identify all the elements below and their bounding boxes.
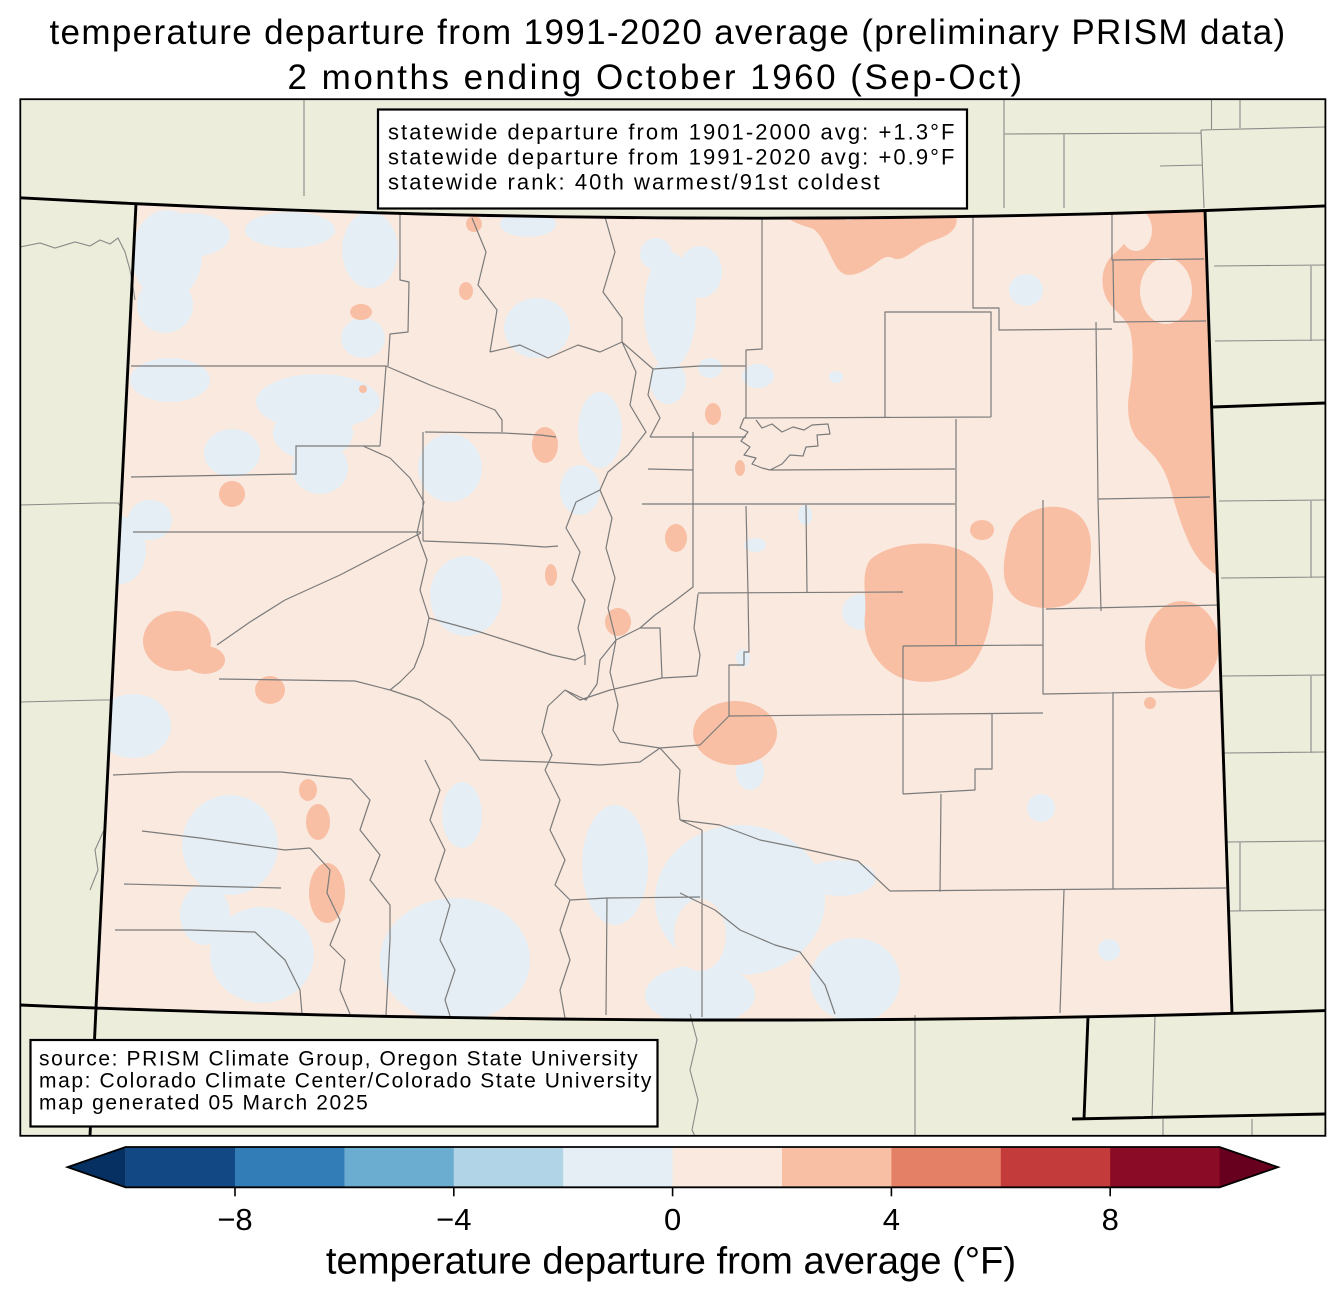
svg-text:map generated 05 March 2025: map generated 05 March 2025	[39, 1092, 369, 1115]
svg-text:2 months ending October 1960 (: 2 months ending October 1960 (Sep-Oct)	[287, 58, 1024, 97]
svg-text:4: 4	[883, 1202, 900, 1237]
svg-text:source: PRISM Climate Group, O: source: PRISM Climate Group, Oregon Stat…	[39, 1048, 639, 1071]
svg-text:temperature departure from 199: temperature departure from 1991-2020 ave…	[49, 13, 1286, 52]
svg-text:8: 8	[1102, 1202, 1119, 1237]
svg-text:0: 0	[664, 1202, 681, 1237]
svg-text:−8: −8	[217, 1202, 252, 1237]
svg-text:−4: −4	[436, 1202, 471, 1237]
svg-text:statewide departure from 1991-: statewide departure from 1991-2020 avg: …	[388, 145, 956, 170]
svg-text:map: Colorado Climate Center/C: map: Colorado Climate Center/Colorado St…	[39, 1070, 653, 1093]
svg-text:temperature departure from ave: temperature departure from average (°F)	[326, 1240, 1016, 1283]
svg-text:statewide rank: 40th warmest/9: statewide rank: 40th warmest/91st coldes…	[388, 170, 882, 195]
svg-text:statewide departure from 1901-: statewide departure from 1901-2000 avg: …	[388, 120, 956, 145]
